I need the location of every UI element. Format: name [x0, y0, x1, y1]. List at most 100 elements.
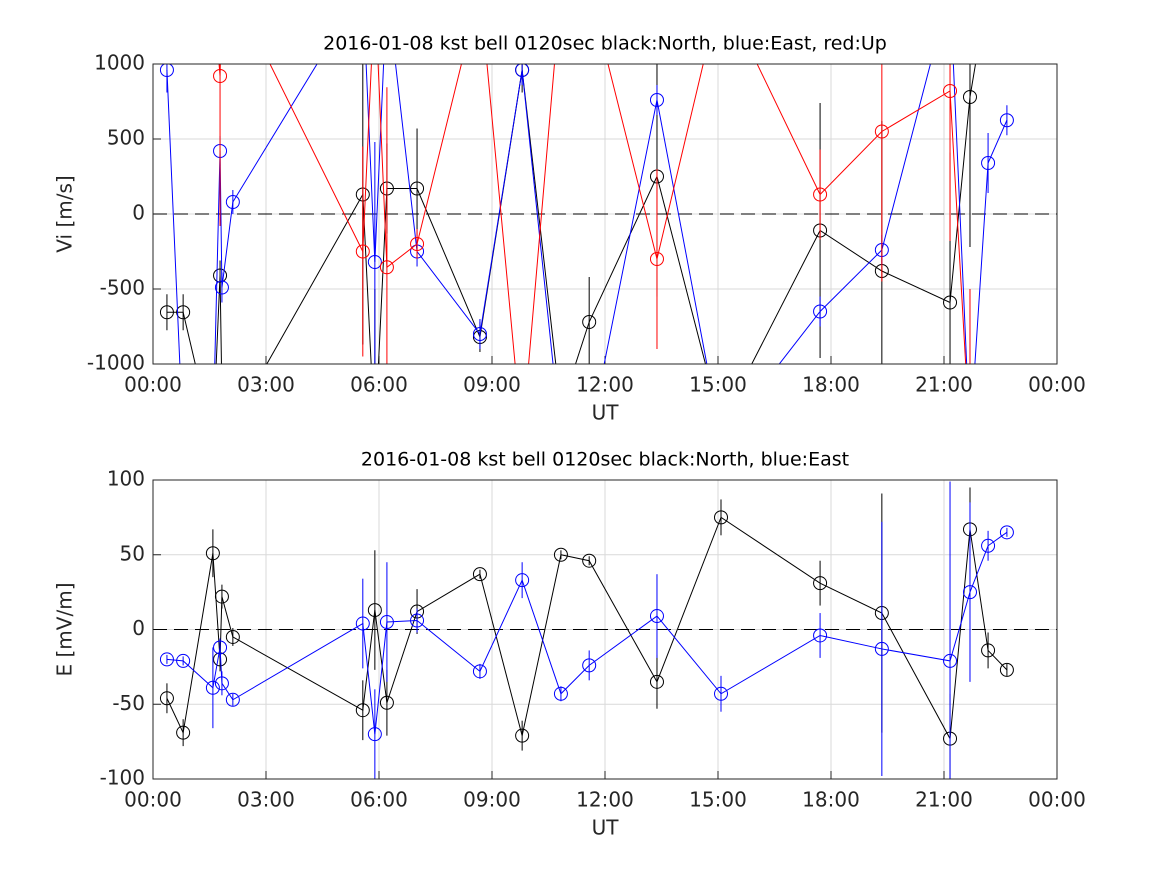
data-point: [206, 433, 219, 446]
x-tick-label: 18:00: [802, 373, 860, 397]
data-point: [355, 703, 370, 718]
x-tick-label: 06:00: [350, 373, 408, 397]
x-tick-label: 15:00: [689, 373, 747, 397]
x-tick-label: 09:00: [463, 373, 521, 397]
data-point: [963, 433, 976, 446]
data-point: [962, 585, 977, 600]
y-axis-label: E [mV/m]: [53, 583, 77, 677]
data-point: [226, 418, 239, 431]
data-point: [472, 567, 487, 582]
data-point: [813, 576, 828, 591]
data-point: [813, 304, 828, 319]
data-point: [813, 628, 828, 643]
data-point: [583, 433, 596, 446]
data-point: [515, 64, 530, 77]
data-point: [215, 388, 228, 401]
x-tick-label: 06:00: [350, 788, 408, 812]
x-tick-label: 00:00: [1028, 788, 1086, 812]
data-point: [649, 252, 664, 266]
series-line: [166, 64, 1008, 364]
y-axis-label: Vi [m/s]: [53, 175, 77, 252]
data-point: [999, 525, 1014, 540]
axes-box: [152, 479, 1058, 780]
subplot: 00:00 03:00 06:00 09:00 12:00 15:00 18:00 21:00…: [53, 33, 1086, 446]
data-point: [367, 603, 382, 618]
data-point: [367, 727, 382, 742]
data-point: [159, 691, 174, 706]
x-tick-label: 00:00: [124, 373, 182, 397]
data-point: [205, 546, 220, 561]
data-point: [515, 728, 530, 743]
data-point: [515, 573, 530, 588]
data-point: [943, 653, 958, 668]
y-tick-label: 50: [120, 541, 145, 565]
data-point: [213, 69, 228, 83]
y-tick-label: -500: [100, 276, 145, 300]
chart-title: 2016-01-08 kst bell 0120sec black:North,…: [361, 449, 849, 471]
y-tick-label: 0: [132, 201, 145, 225]
data-point: [874, 641, 889, 656]
x-tick-label: 21:00: [915, 788, 973, 812]
data-point: [472, 327, 487, 341]
y-tick-label: 1000: [94, 51, 145, 75]
y-tick-label: -100: [100, 766, 145, 790]
data-point: [963, 433, 976, 446]
subplot: 00:00 03:00 06:00 09:00 12:00 15:00 18:00 21:00…: [53, 449, 1086, 840]
data-point: [715, 433, 728, 446]
data-point: [214, 676, 229, 691]
data-point: [582, 658, 597, 673]
data-point: [176, 653, 191, 668]
data-point: [554, 403, 567, 416]
y-tick-label: 500: [107, 126, 145, 150]
data-point: [213, 640, 228, 655]
data-point: [714, 686, 729, 701]
x-tick-label: 00:00: [1028, 373, 1086, 397]
data-point: [582, 553, 597, 568]
x-tick-label: 15:00: [689, 788, 747, 812]
data-point: [410, 613, 425, 628]
y-tick-label: -1000: [87, 351, 145, 375]
data-layer: [159, 64, 1014, 446]
data-point: [205, 680, 220, 695]
series-line: [218, 64, 967, 364]
data-point: [516, 433, 529, 446]
data-point: [582, 315, 597, 329]
data-point: [649, 674, 664, 689]
data-point: [999, 113, 1014, 128]
data-point: [214, 589, 229, 604]
data-point: [715, 418, 728, 431]
chart-title: 2016-01-08 kst bell 0120sec black:North,…: [323, 33, 887, 55]
y-tick-label: -50: [112, 691, 145, 715]
data-point: [355, 244, 370, 259]
data-point: [962, 90, 977, 104]
data-point: [379, 695, 394, 710]
series-line: [166, 516, 1008, 741]
data-point: [553, 547, 568, 562]
data-point: [410, 181, 425, 196]
data-point: [368, 433, 381, 446]
data-layer: [159, 481, 1014, 779]
data-point: [981, 156, 996, 170]
data-point: [159, 64, 174, 77]
data-point: [225, 692, 240, 707]
data-point: [714, 510, 729, 525]
data-point: [367, 255, 382, 269]
data-point: [472, 664, 487, 679]
data-point: [213, 268, 228, 283]
data-point: [225, 195, 240, 209]
data-point: [176, 725, 191, 740]
data-point: [554, 433, 567, 446]
data-point: [553, 686, 568, 701]
x-axis-label: UT: [592, 816, 620, 840]
data-point: [943, 84, 958, 98]
data-point: [813, 187, 828, 202]
data-point: [981, 643, 996, 658]
x-axis-label: UT: [592, 401, 620, 425]
data-point: [159, 305, 174, 320]
data-point: [206, 433, 219, 446]
x-tick-label: 12:00: [576, 788, 634, 812]
data-point: [649, 93, 664, 107]
data-point: [176, 305, 191, 320]
data-point: [943, 295, 958, 310]
